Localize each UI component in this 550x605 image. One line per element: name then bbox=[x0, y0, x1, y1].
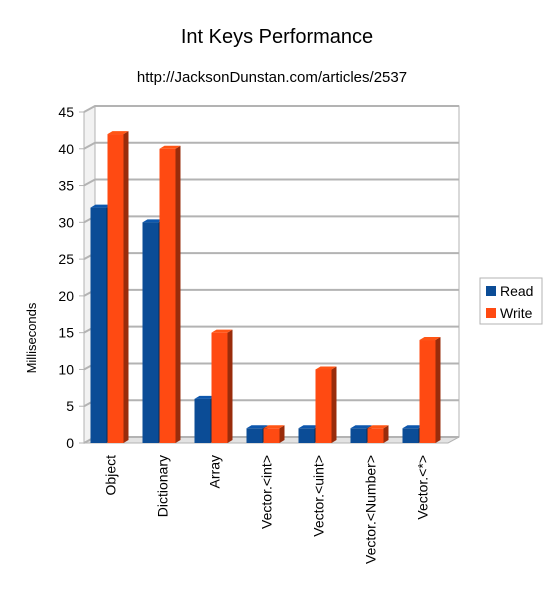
y-axis-ticks: 0 5 10 15 20 25 30 35 40 45 bbox=[58, 104, 84, 451]
x-tick-label: Array bbox=[207, 455, 223, 488]
chart-subtitle: http://JacksonDunstan.com/articles/2537 bbox=[137, 69, 407, 86]
bar-write-4 bbox=[263, 425, 285, 443]
legend: Read Write bbox=[479, 277, 543, 325]
y-tick-label: 15 bbox=[58, 325, 74, 341]
bar-write-3 bbox=[211, 329, 233, 443]
y-tick-label: 0 bbox=[66, 435, 74, 451]
bar-write-7 bbox=[419, 337, 441, 443]
bar-write-5 bbox=[315, 366, 337, 443]
y-tick-label: 5 bbox=[66, 398, 74, 414]
chart-title: Int Keys Performance bbox=[181, 26, 373, 48]
gridline bbox=[83, 141, 459, 150]
y-tick-label: 20 bbox=[58, 288, 74, 304]
x-tick-label: Vector.<Number> bbox=[363, 455, 379, 564]
y-tick-label: 45 bbox=[58, 104, 74, 120]
x-tick-label: Vector.<*> bbox=[415, 455, 431, 520]
legend-swatch-read bbox=[486, 286, 496, 296]
x-tick-label: Dictionary bbox=[155, 455, 171, 517]
legend-label-read: Read bbox=[500, 283, 533, 299]
x-axis-ticks: Object Dictionary Array Vector.<int> Vector.… bbox=[103, 455, 431, 564]
x-tick-label: Vector.<int> bbox=[259, 455, 275, 529]
bar-write-2 bbox=[159, 145, 181, 443]
legend-swatch-write bbox=[486, 308, 496, 318]
gridline bbox=[83, 105, 459, 113]
x-tick-label: Object bbox=[103, 455, 119, 496]
y-tick-label: 25 bbox=[58, 251, 74, 267]
y-tick-label: 10 bbox=[58, 361, 74, 377]
y-tick-label: 40 bbox=[58, 141, 74, 157]
y-tick-label: 35 bbox=[58, 178, 74, 194]
legend-label-write: Write bbox=[500, 305, 533, 321]
x-tick-label: Vector.<uint> bbox=[311, 455, 327, 537]
gridline bbox=[83, 178, 459, 187]
bar-write-1 bbox=[107, 131, 129, 444]
y-tick-label: 30 bbox=[58, 214, 74, 230]
bar-write-6 bbox=[367, 425, 389, 443]
y-axis-label: Milliseconds bbox=[24, 302, 39, 373]
bars bbox=[90, 131, 441, 444]
plot-walls bbox=[83, 105, 460, 444]
